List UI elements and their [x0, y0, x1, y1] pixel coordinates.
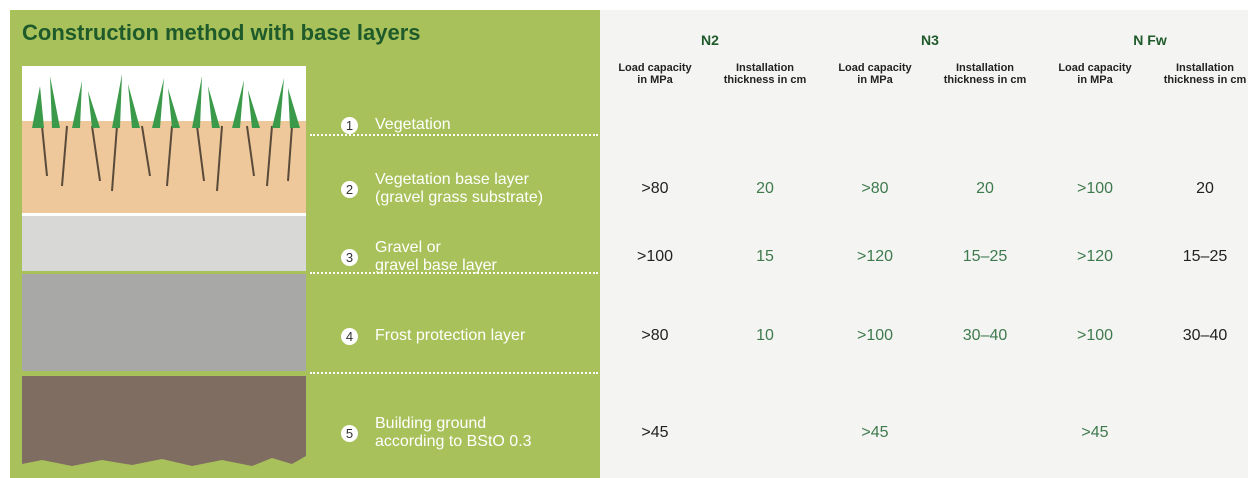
cell: >80 [600, 327, 710, 345]
layer-number: 1 [341, 117, 358, 134]
column-header: Load capacity in MPa [600, 62, 710, 86]
cell: 15–25 [930, 248, 1040, 266]
column-header: Load capacity in MPa [820, 62, 930, 86]
cell: >80 [600, 180, 710, 198]
cell: 20 [930, 180, 1040, 198]
cell: 30–40 [930, 327, 1040, 345]
cell: >120 [1040, 248, 1150, 266]
cell: >100 [1040, 180, 1150, 198]
layer-label: Gravel or gravel base layer [375, 239, 497, 275]
layer-label: Building ground according to BStO 0.3 [375, 415, 532, 451]
layer-label: Vegetation base layer (gravel grass subs… [375, 171, 543, 207]
cell: >100 [1040, 327, 1150, 345]
divider [310, 372, 598, 374]
cell: 20 [1150, 180, 1248, 198]
cell: >45 [820, 424, 930, 442]
page: {"title": "Construction method with base… [0, 0, 1248, 478]
layer-number: 2 [341, 181, 358, 198]
group-header: N3 [820, 32, 1040, 48]
cell: >120 [820, 248, 930, 266]
group-header: N Fw [1040, 32, 1248, 48]
layer-number: 5 [341, 425, 358, 442]
layer-label: Vegetation [375, 116, 451, 134]
ground-layer [22, 376, 306, 466]
group-header: N2 [600, 32, 820, 48]
column-header: Installation thickness in cm [1150, 62, 1248, 86]
cell: 10 [710, 327, 820, 345]
cell: >80 [820, 180, 930, 198]
cell: 15–25 [1150, 248, 1248, 266]
column-header: Installation thickness in cm [710, 62, 820, 86]
cell: >100 [820, 327, 930, 345]
cell: >45 [600, 424, 710, 442]
layer-label: Frost protection layer [375, 327, 525, 345]
divider [310, 134, 598, 136]
frost-layer [22, 274, 306, 371]
substrate-layer [22, 121, 306, 213]
cell: >100 [600, 248, 710, 266]
layer-illustration [22, 66, 306, 470]
cell: 15 [710, 248, 820, 266]
cell: >45 [1040, 424, 1150, 442]
column-header: Load capacity in MPa [1040, 62, 1150, 86]
layer-number: 3 [341, 249, 358, 266]
title: Construction method with base layers [22, 20, 421, 46]
cell: 20 [710, 180, 820, 198]
column-header: Installation thickness in cm [930, 62, 1040, 86]
layer-number: 4 [341, 328, 358, 345]
cell: 30–40 [1150, 327, 1248, 345]
gravel-layer [22, 216, 306, 271]
